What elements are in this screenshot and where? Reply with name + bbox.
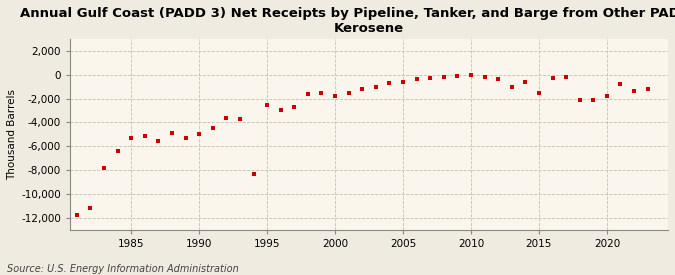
Point (588, 98, 599, 102)
Point (643, 87, 653, 91)
Point (126, 136, 136, 140)
Point (207, 126, 218, 131)
Point (425, 76, 435, 81)
Point (574, 98, 585, 102)
Point (561, 75, 572, 79)
Point (194, 132, 205, 136)
Point (99, 166, 109, 170)
Point (615, 82, 626, 86)
Point (628, 89, 639, 94)
Y-axis label: Thousand Barrels: Thousand Barrels (7, 89, 17, 180)
Point (371, 84, 381, 89)
Point (479, 75, 490, 79)
Point (234, 117, 245, 121)
Point (493, 77, 504, 82)
Point (139, 133, 150, 138)
Point (85, 206, 96, 210)
Point (153, 139, 164, 144)
Point (221, 116, 232, 120)
Point (533, 90, 544, 95)
Point (248, 172, 259, 176)
Point (452, 74, 463, 78)
Point (438, 75, 449, 79)
Point (344, 90, 354, 95)
Point (275, 108, 286, 113)
Point (601, 94, 612, 98)
Title: Annual Gulf Coast (PADD 3) Net Receipts by Pipeline, Tanker, and Barge from Othe: Annual Gulf Coast (PADD 3) Net Receipts … (20, 7, 675, 35)
Point (547, 76, 558, 81)
Text: Source: U.S. Energy Information Administration: Source: U.S. Energy Information Administ… (7, 264, 238, 274)
Point (167, 131, 178, 135)
Point (180, 136, 191, 140)
Point (506, 84, 517, 89)
Point (289, 105, 300, 109)
Point (72, 213, 82, 218)
Point (112, 149, 123, 153)
Point (316, 90, 327, 95)
Point (262, 102, 273, 107)
Point (466, 73, 477, 78)
Point (302, 92, 313, 96)
Point (357, 87, 368, 91)
Point (411, 77, 422, 82)
Point (398, 80, 408, 84)
Point (520, 80, 531, 84)
Point (384, 81, 395, 85)
Point (329, 94, 340, 98)
